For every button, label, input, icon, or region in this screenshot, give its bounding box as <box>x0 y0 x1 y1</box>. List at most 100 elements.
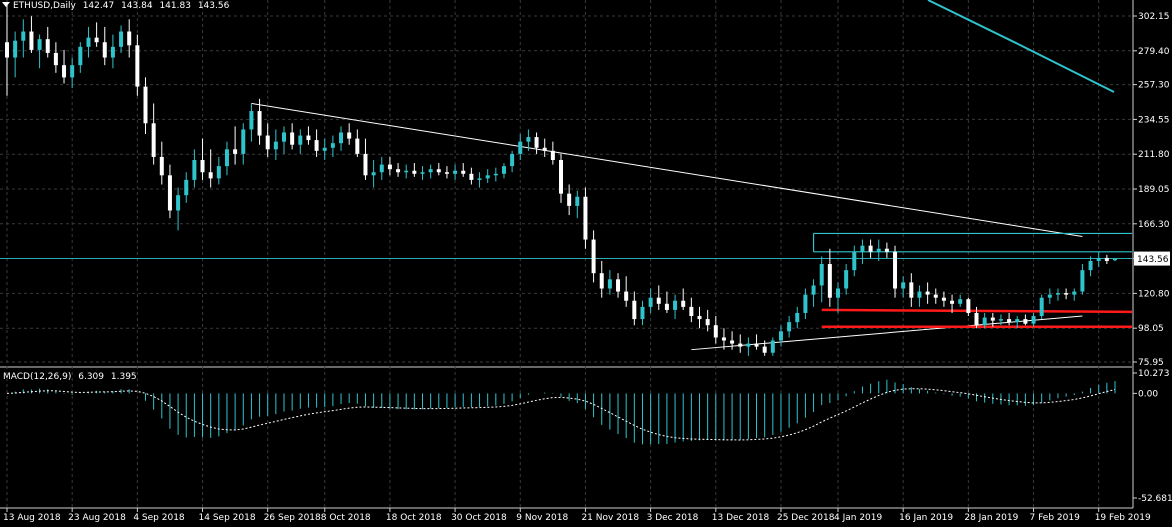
candle-body <box>1088 260 1093 271</box>
candle-body <box>941 297 946 301</box>
candle-body <box>86 37 91 47</box>
candle-body <box>836 288 840 298</box>
candle-body <box>387 164 392 170</box>
x-tick-label: 3 Dec 2018 <box>647 513 699 523</box>
candle-body <box>241 129 246 154</box>
low-value: 141.83 <box>159 1 191 11</box>
macd-value: 6.309 <box>78 372 104 382</box>
candle-body <box>1072 291 1077 295</box>
current-price-box <box>1134 251 1170 266</box>
candle-body <box>444 172 449 174</box>
candle-body <box>290 132 295 145</box>
chart-grid <box>0 0 1134 509</box>
candle-body <box>493 173 498 176</box>
candle-body <box>624 291 629 301</box>
candle-body <box>78 46 83 66</box>
candle-body <box>485 175 490 179</box>
candle-body <box>216 166 221 179</box>
y-tick-label: 302.15 <box>1138 12 1170 22</box>
candle-body <box>893 251 898 289</box>
candle-body <box>705 319 710 326</box>
candle-body <box>396 169 401 173</box>
candle-body <box>29 31 34 50</box>
candle-body <box>640 306 645 320</box>
candle-body <box>681 300 686 307</box>
candle-body <box>62 65 67 78</box>
candle-body <box>876 248 881 252</box>
candle-body <box>730 340 735 344</box>
candle-body <box>363 153 368 176</box>
candle-body <box>966 299 971 313</box>
high-value: 143.84 <box>121 1 153 11</box>
candle-body <box>933 294 938 298</box>
x-tick-label: 16 Jan 2019 <box>899 513 953 523</box>
macd-y-label: 10.273 <box>1138 369 1170 379</box>
candle-body <box>127 31 132 46</box>
candle-body <box>795 312 800 323</box>
candle-body <box>70 65 75 78</box>
candle-body <box>998 319 1003 321</box>
x-tick-label: 28 Jan 2019 <box>964 513 1018 523</box>
candle-body <box>119 31 124 47</box>
candle-body <box>697 316 702 320</box>
candle-body <box>599 273 604 289</box>
candle-body <box>909 282 914 298</box>
candle-body <box>1031 316 1036 324</box>
x-tick-label: 21 Nov 2018 <box>581 513 639 523</box>
candle-body <box>273 141 278 150</box>
candle-body <box>200 160 205 173</box>
candle-body <box>990 317 995 321</box>
candle-body <box>803 294 808 313</box>
candle-body <box>143 86 148 124</box>
candle-body <box>868 245 873 252</box>
macd-y-label: 0.00 <box>1138 389 1158 399</box>
macd-y-label: -52.681 <box>1138 494 1172 504</box>
candle-body <box>550 150 555 161</box>
dropdown-arrow-icon[interactable] <box>2 2 10 7</box>
candle-body <box>787 322 792 332</box>
candle-body <box>616 279 621 292</box>
x-tick-label: 13 Aug 2018 <box>3 513 61 523</box>
x-tick-label: 18 Oct 2018 <box>386 513 442 523</box>
candle-body <box>607 279 612 289</box>
candle-body <box>534 137 539 148</box>
candle-body <box>974 312 979 326</box>
candle-body <box>461 170 466 174</box>
current-price-label: 143.56 <box>1137 255 1169 265</box>
candle-body <box>1055 293 1060 295</box>
x-tick-label: 9 Nov 2018 <box>516 513 568 523</box>
candle-body <box>339 132 344 144</box>
candle-body <box>282 132 286 142</box>
candle-body <box>1047 294 1052 298</box>
y-tick-label: 257.30 <box>1138 81 1170 91</box>
macd-header: MACD(12,26,9) 6.309 1.395 <box>3 372 141 382</box>
chart-header: ETHUSD,Daily 142.47 143.84 141.83 143.56 <box>2 1 233 11</box>
candle-body <box>982 317 987 326</box>
candle-body <box>901 282 906 289</box>
x-tick-label: 4 Jan 2019 <box>834 513 882 523</box>
signal-value: 1.395 <box>110 372 137 382</box>
candle-body <box>1080 270 1085 292</box>
candle-body <box>567 193 572 206</box>
candle-body <box>542 147 547 151</box>
y-tick-label: 234.55 <box>1138 115 1170 125</box>
candle-body <box>591 239 596 274</box>
y-tick-label: 189.05 <box>1138 185 1170 195</box>
candle-body <box>298 135 303 145</box>
candle-body <box>844 270 849 289</box>
x-tick-label: 7 Feb 2019 <box>1030 513 1081 523</box>
candles-group <box>5 3 1117 356</box>
candle-body <box>1007 319 1012 323</box>
candle-body <box>306 135 311 141</box>
y-tick-label: 75.95 <box>1138 358 1164 368</box>
candle-body <box>575 196 580 206</box>
x-tick-label: 19 Feb 2019 <box>1095 513 1151 523</box>
candle-body <box>1039 297 1044 317</box>
candle-body <box>5 42 9 58</box>
candle-body <box>518 141 523 154</box>
candle-body <box>436 169 441 173</box>
y-tick-label: 279.40 <box>1138 47 1170 57</box>
candle-body <box>689 306 694 317</box>
candle-body <box>950 300 955 304</box>
